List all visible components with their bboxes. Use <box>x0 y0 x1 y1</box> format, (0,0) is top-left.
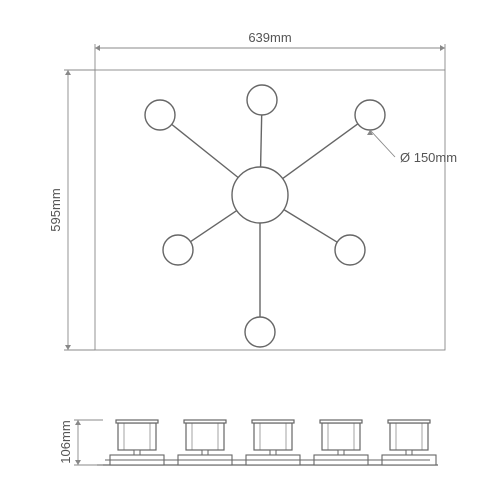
fixture-hub <box>232 167 288 223</box>
width-dimension: 639mm <box>248 30 291 45</box>
fixture-light <box>247 85 277 115</box>
side-cylinder-rim <box>388 420 430 423</box>
side-cylinder-rim <box>116 420 158 423</box>
depth-dimension: 106mm <box>58 420 73 463</box>
fixture-light <box>145 100 175 130</box>
fixture-arm <box>283 124 358 179</box>
technical-drawing: 639mm 595mm Ø 150mm 106mm <box>0 0 500 500</box>
fixture-arm <box>284 210 337 243</box>
side-cylinder-rim <box>184 420 226 423</box>
fixture-arm <box>190 211 236 242</box>
side-cylinder-rim <box>252 420 294 423</box>
fixture-arm <box>172 124 238 177</box>
fixture-light <box>245 317 275 347</box>
fixture-light <box>163 235 193 265</box>
height-dimension: 595mm <box>48 188 63 231</box>
fixture-light <box>355 100 385 130</box>
fixture-light <box>335 235 365 265</box>
fixture-arm <box>261 115 262 167</box>
side-cylinder-rim <box>320 420 362 423</box>
diameter-dimension: Ø 150mm <box>400 150 457 165</box>
